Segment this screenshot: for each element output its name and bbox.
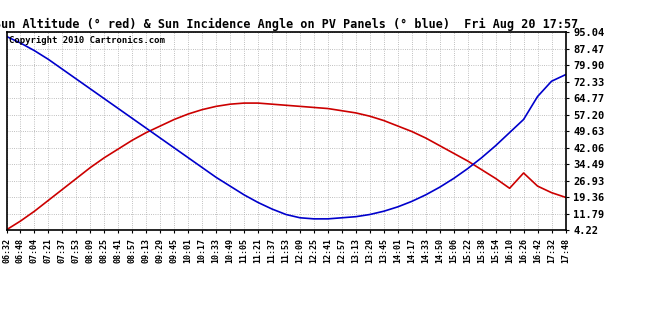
- Text: Copyright 2010 Cartronics.com: Copyright 2010 Cartronics.com: [9, 36, 165, 45]
- Title: Sun Altitude (° red) & Sun Incidence Angle on PV Panels (° blue)  Fri Aug 20 17:: Sun Altitude (° red) & Sun Incidence Ang…: [0, 18, 578, 31]
